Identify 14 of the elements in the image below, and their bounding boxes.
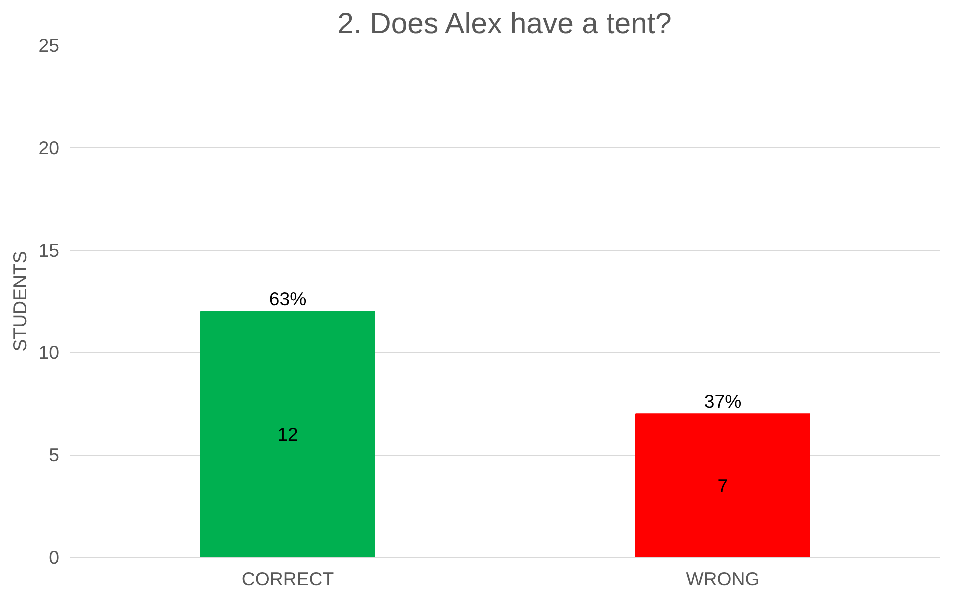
data-label: 7 bbox=[718, 475, 728, 496]
chart-title: 2. Does Alex have a tent? bbox=[338, 8, 672, 40]
y-tick-label: 10 bbox=[38, 342, 60, 364]
annotation: 63% bbox=[269, 288, 307, 310]
annotation: 37% bbox=[704, 391, 742, 412]
x-tick-label: CORRECT bbox=[242, 568, 334, 590]
data-label: 12 bbox=[278, 424, 298, 446]
y-tick-label: 5 bbox=[49, 444, 60, 466]
y-tick-label: 25 bbox=[38, 35, 60, 56]
y-tick-label: 20 bbox=[38, 137, 60, 158]
y-tick-label: 15 bbox=[38, 240, 60, 261]
y-axis-title: STUDENTS bbox=[10, 251, 31, 352]
x-tick-label: WRONG bbox=[686, 568, 760, 590]
y-tick-label: 0 bbox=[49, 547, 60, 568]
